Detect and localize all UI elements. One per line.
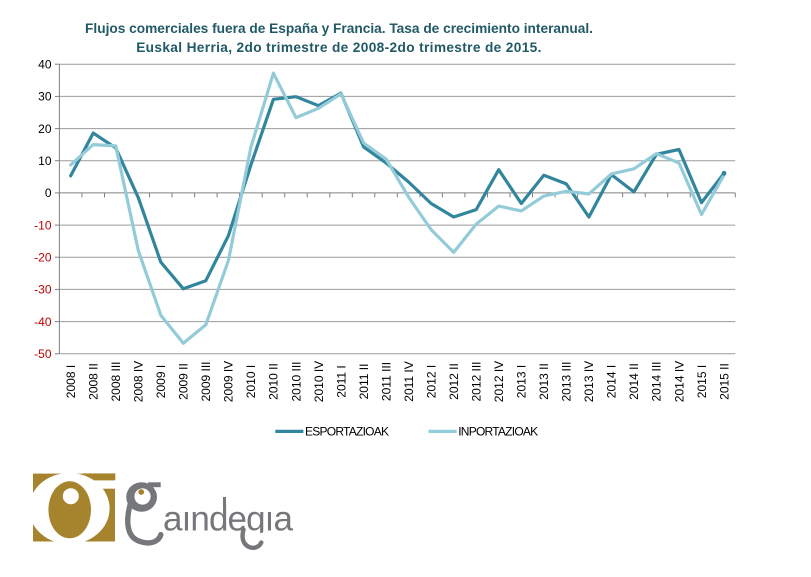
svg-text:2013 III: 2013 III bbox=[560, 361, 574, 401]
svg-text:-30: -30 bbox=[34, 283, 52, 297]
svg-text:2015 I: 2015 I bbox=[695, 365, 709, 398]
svg-text:2014 II: 2014 II bbox=[627, 363, 641, 400]
svg-text:2013 II: 2013 II bbox=[537, 363, 551, 400]
svg-text:2010 IV: 2010 IV bbox=[312, 361, 326, 402]
svg-text:2008 II: 2008 II bbox=[87, 363, 101, 400]
svg-text:2008 IV: 2008 IV bbox=[132, 361, 146, 402]
svg-text:2012 III: 2012 III bbox=[470, 361, 484, 401]
svg-text:30: 30 bbox=[38, 90, 52, 104]
svg-text:2010 I: 2010 I bbox=[244, 365, 258, 398]
svg-text:-40: -40 bbox=[34, 315, 52, 329]
svg-text:2009 IV: 2009 IV bbox=[222, 361, 236, 402]
svg-text:2014 I: 2014 I bbox=[605, 365, 619, 398]
svg-text:-10: -10 bbox=[34, 218, 52, 232]
svg-text:0: 0 bbox=[45, 186, 52, 200]
svg-text:2014 III: 2014 III bbox=[650, 361, 664, 401]
svg-text:2009 III: 2009 III bbox=[199, 361, 213, 401]
svg-text:Euskal Herria, 2do trimestre d: Euskal Herria, 2do trimestre de 2008-2do… bbox=[136, 40, 542, 55]
svg-text:2008 I: 2008 I bbox=[64, 365, 78, 398]
svg-text:20: 20 bbox=[38, 122, 52, 136]
svg-text:2008 III: 2008 III bbox=[109, 361, 123, 401]
svg-text:2014 IV: 2014 IV bbox=[672, 361, 686, 402]
svg-text:10: 10 bbox=[38, 154, 52, 168]
svg-text:2009 I: 2009 I bbox=[154, 365, 168, 398]
svg-text:2011 III: 2011 III bbox=[379, 362, 393, 401]
svg-text:2012 IV: 2012 IV bbox=[492, 361, 506, 402]
svg-text:2010 II: 2010 II bbox=[267, 363, 281, 400]
svg-text:2009 II: 2009 II bbox=[177, 363, 191, 400]
svg-text:2010 III: 2010 III bbox=[289, 361, 303, 401]
svg-text:aındegıa: aındegıa bbox=[163, 500, 293, 539]
svg-text:-20: -20 bbox=[34, 250, 52, 264]
svg-text:2011 IV: 2011 IV bbox=[402, 361, 416, 401]
svg-text:40: 40 bbox=[38, 57, 52, 71]
svg-text:2012 II: 2012 II bbox=[447, 363, 461, 400]
svg-text:INPORTAZIOAK: INPORTAZIOAK bbox=[458, 425, 538, 439]
svg-text:2011 I: 2011 I bbox=[334, 365, 348, 397]
svg-text:2015 II: 2015 II bbox=[717, 363, 731, 400]
svg-text:Flujos comerciales fuera de Es: Flujos comerciales fuera de España y Fra… bbox=[85, 21, 593, 36]
svg-text:2013 IV: 2013 IV bbox=[582, 361, 596, 402]
svg-text:2011 II: 2011 II bbox=[357, 364, 371, 400]
svg-text:2013 I: 2013 I bbox=[515, 365, 529, 398]
svg-text:ESPORTAZIOAK: ESPORTAZIOAK bbox=[305, 425, 389, 439]
svg-text:-50: -50 bbox=[34, 347, 52, 361]
svg-text:2012 I: 2012 I bbox=[424, 365, 438, 398]
